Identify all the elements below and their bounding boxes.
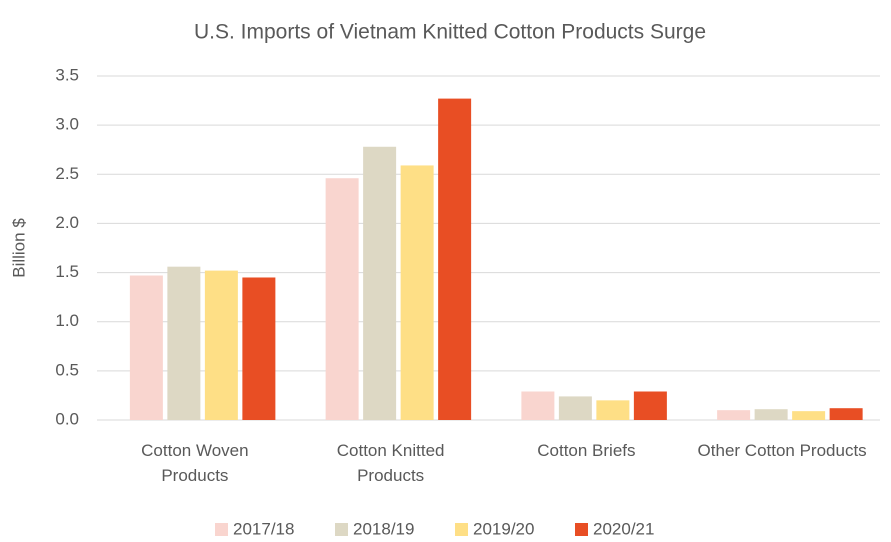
bar xyxy=(438,98,472,420)
legend-swatch xyxy=(575,523,588,536)
bar xyxy=(754,409,788,420)
legend-label: 2019/20 xyxy=(473,519,534,538)
bar xyxy=(242,277,276,420)
legend-label: 2018/19 xyxy=(353,519,414,538)
bar xyxy=(167,266,201,420)
legend-swatch xyxy=(215,523,228,536)
legend-label: 2017/18 xyxy=(233,519,294,538)
bar xyxy=(363,146,397,420)
x-tick-label: Cotton Knitted Products xyxy=(336,441,445,485)
x-tick-label: Cotton Woven Products xyxy=(141,441,249,485)
bar xyxy=(558,396,592,420)
legend-label: 2020/21 xyxy=(593,519,654,538)
y-tick-label: 1.5 xyxy=(55,262,79,281)
x-tick-label: Cotton Briefs xyxy=(537,441,636,460)
y-tick-label: 2.5 xyxy=(55,164,79,183)
bar xyxy=(400,165,434,420)
bar xyxy=(717,410,751,420)
bar xyxy=(596,400,630,420)
y-tick-label: 1.0 xyxy=(55,311,79,330)
bar xyxy=(633,391,667,420)
legend-swatch xyxy=(455,523,468,536)
chart-title: U.S. Imports of Vietnam Knitted Cotton P… xyxy=(194,21,706,44)
bar xyxy=(792,411,826,420)
x-tick-label: Other Cotton Products xyxy=(697,441,867,460)
y-tick-label: 0.0 xyxy=(55,409,79,428)
bar xyxy=(325,178,359,420)
legend-swatch xyxy=(335,523,348,536)
y-tick-label: 0.5 xyxy=(55,360,79,379)
bar xyxy=(521,391,555,420)
y-tick-label: 3.0 xyxy=(55,115,79,134)
y-tick-label: 3.5 xyxy=(55,65,79,84)
bar xyxy=(829,408,863,420)
y-tick-label: 2.0 xyxy=(55,213,79,232)
bar xyxy=(129,275,163,420)
y-axis-label: Billion $ xyxy=(9,218,28,278)
bar xyxy=(204,270,238,420)
